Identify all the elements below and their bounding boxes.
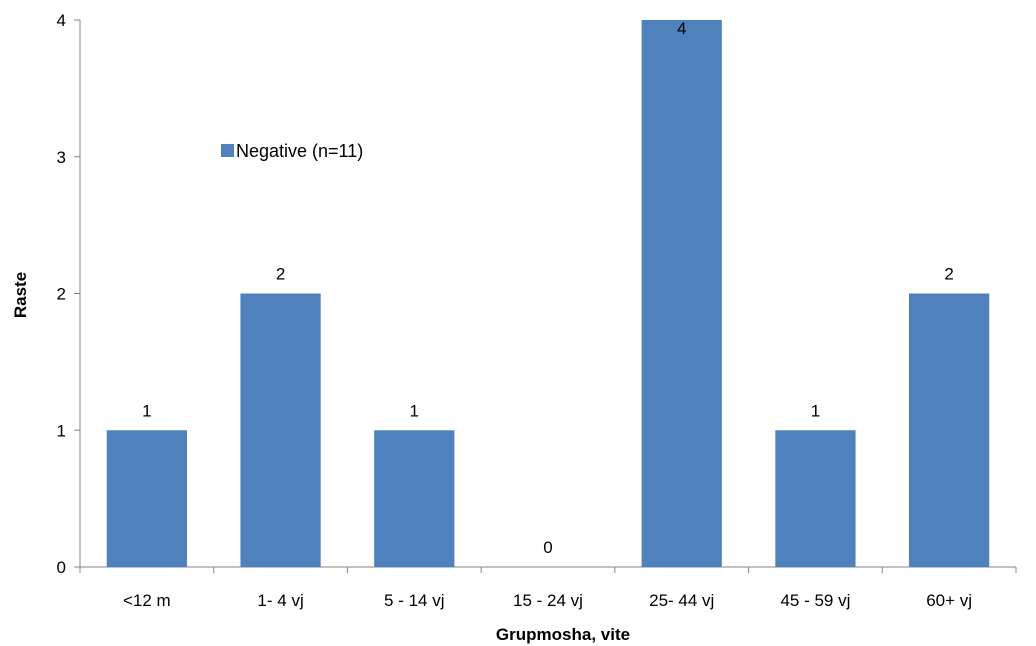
data-label-3: 0 — [543, 538, 552, 557]
data-labels: 1 2 1 0 4 1 2 — [142, 19, 954, 557]
data-label-0: 1 — [142, 401, 151, 420]
data-label-4: 4 — [677, 19, 686, 38]
legend-swatch — [221, 144, 234, 157]
legend: Negative (n=11) — [221, 141, 363, 161]
plot-area: 0 1 2 3 4 <12 m 1- 4 vj 5 - 14 vj 15 - 24 vj 25-… — [57, 11, 1017, 610]
bar-1 — [240, 293, 321, 567]
data-label-1: 2 — [276, 265, 285, 284]
x-tick-label-1: 1- 4 vj — [257, 591, 303, 610]
bar-5 — [775, 430, 856, 567]
data-label-2: 1 — [410, 401, 419, 420]
y-tick-label-0: 0 — [57, 558, 66, 577]
x-tick-label-0: <12 m — [123, 591, 171, 610]
x-axis-ticks: <12 m 1- 4 vj 5 - 14 vj 15 - 24 vj 25- 44 vj… — [79, 567, 1017, 610]
bar-6 — [909, 293, 990, 567]
bar-4 — [641, 20, 722, 567]
bar-0 — [106, 430, 187, 567]
y-tick-label-2: 2 — [57, 285, 66, 304]
y-tick-label-3: 3 — [57, 148, 66, 167]
x-axis-title: Grupmosha, vite — [496, 625, 630, 644]
x-tick-label-5: 45 - 59 vj — [780, 591, 850, 610]
x-tick-label-6: 60+ vj — [926, 591, 972, 610]
bar-2 — [374, 430, 455, 567]
y-tick-label-4: 4 — [57, 11, 66, 30]
data-label-5: 1 — [811, 401, 820, 420]
x-tick-label-3: 15 - 24 vj — [513, 591, 583, 610]
x-tick-label-4: 25- 44 vj — [649, 591, 714, 610]
y-tick-label-1: 1 — [57, 421, 66, 440]
bars — [106, 20, 990, 567]
legend-label: Negative (n=11) — [236, 141, 363, 161]
x-tick-label-2: 5 - 14 vj — [384, 591, 444, 610]
y-axis-title: Raste — [11, 272, 30, 318]
y-axis-ticks: 0 1 2 3 4 — [57, 11, 80, 577]
data-label-6: 2 — [944, 265, 953, 284]
